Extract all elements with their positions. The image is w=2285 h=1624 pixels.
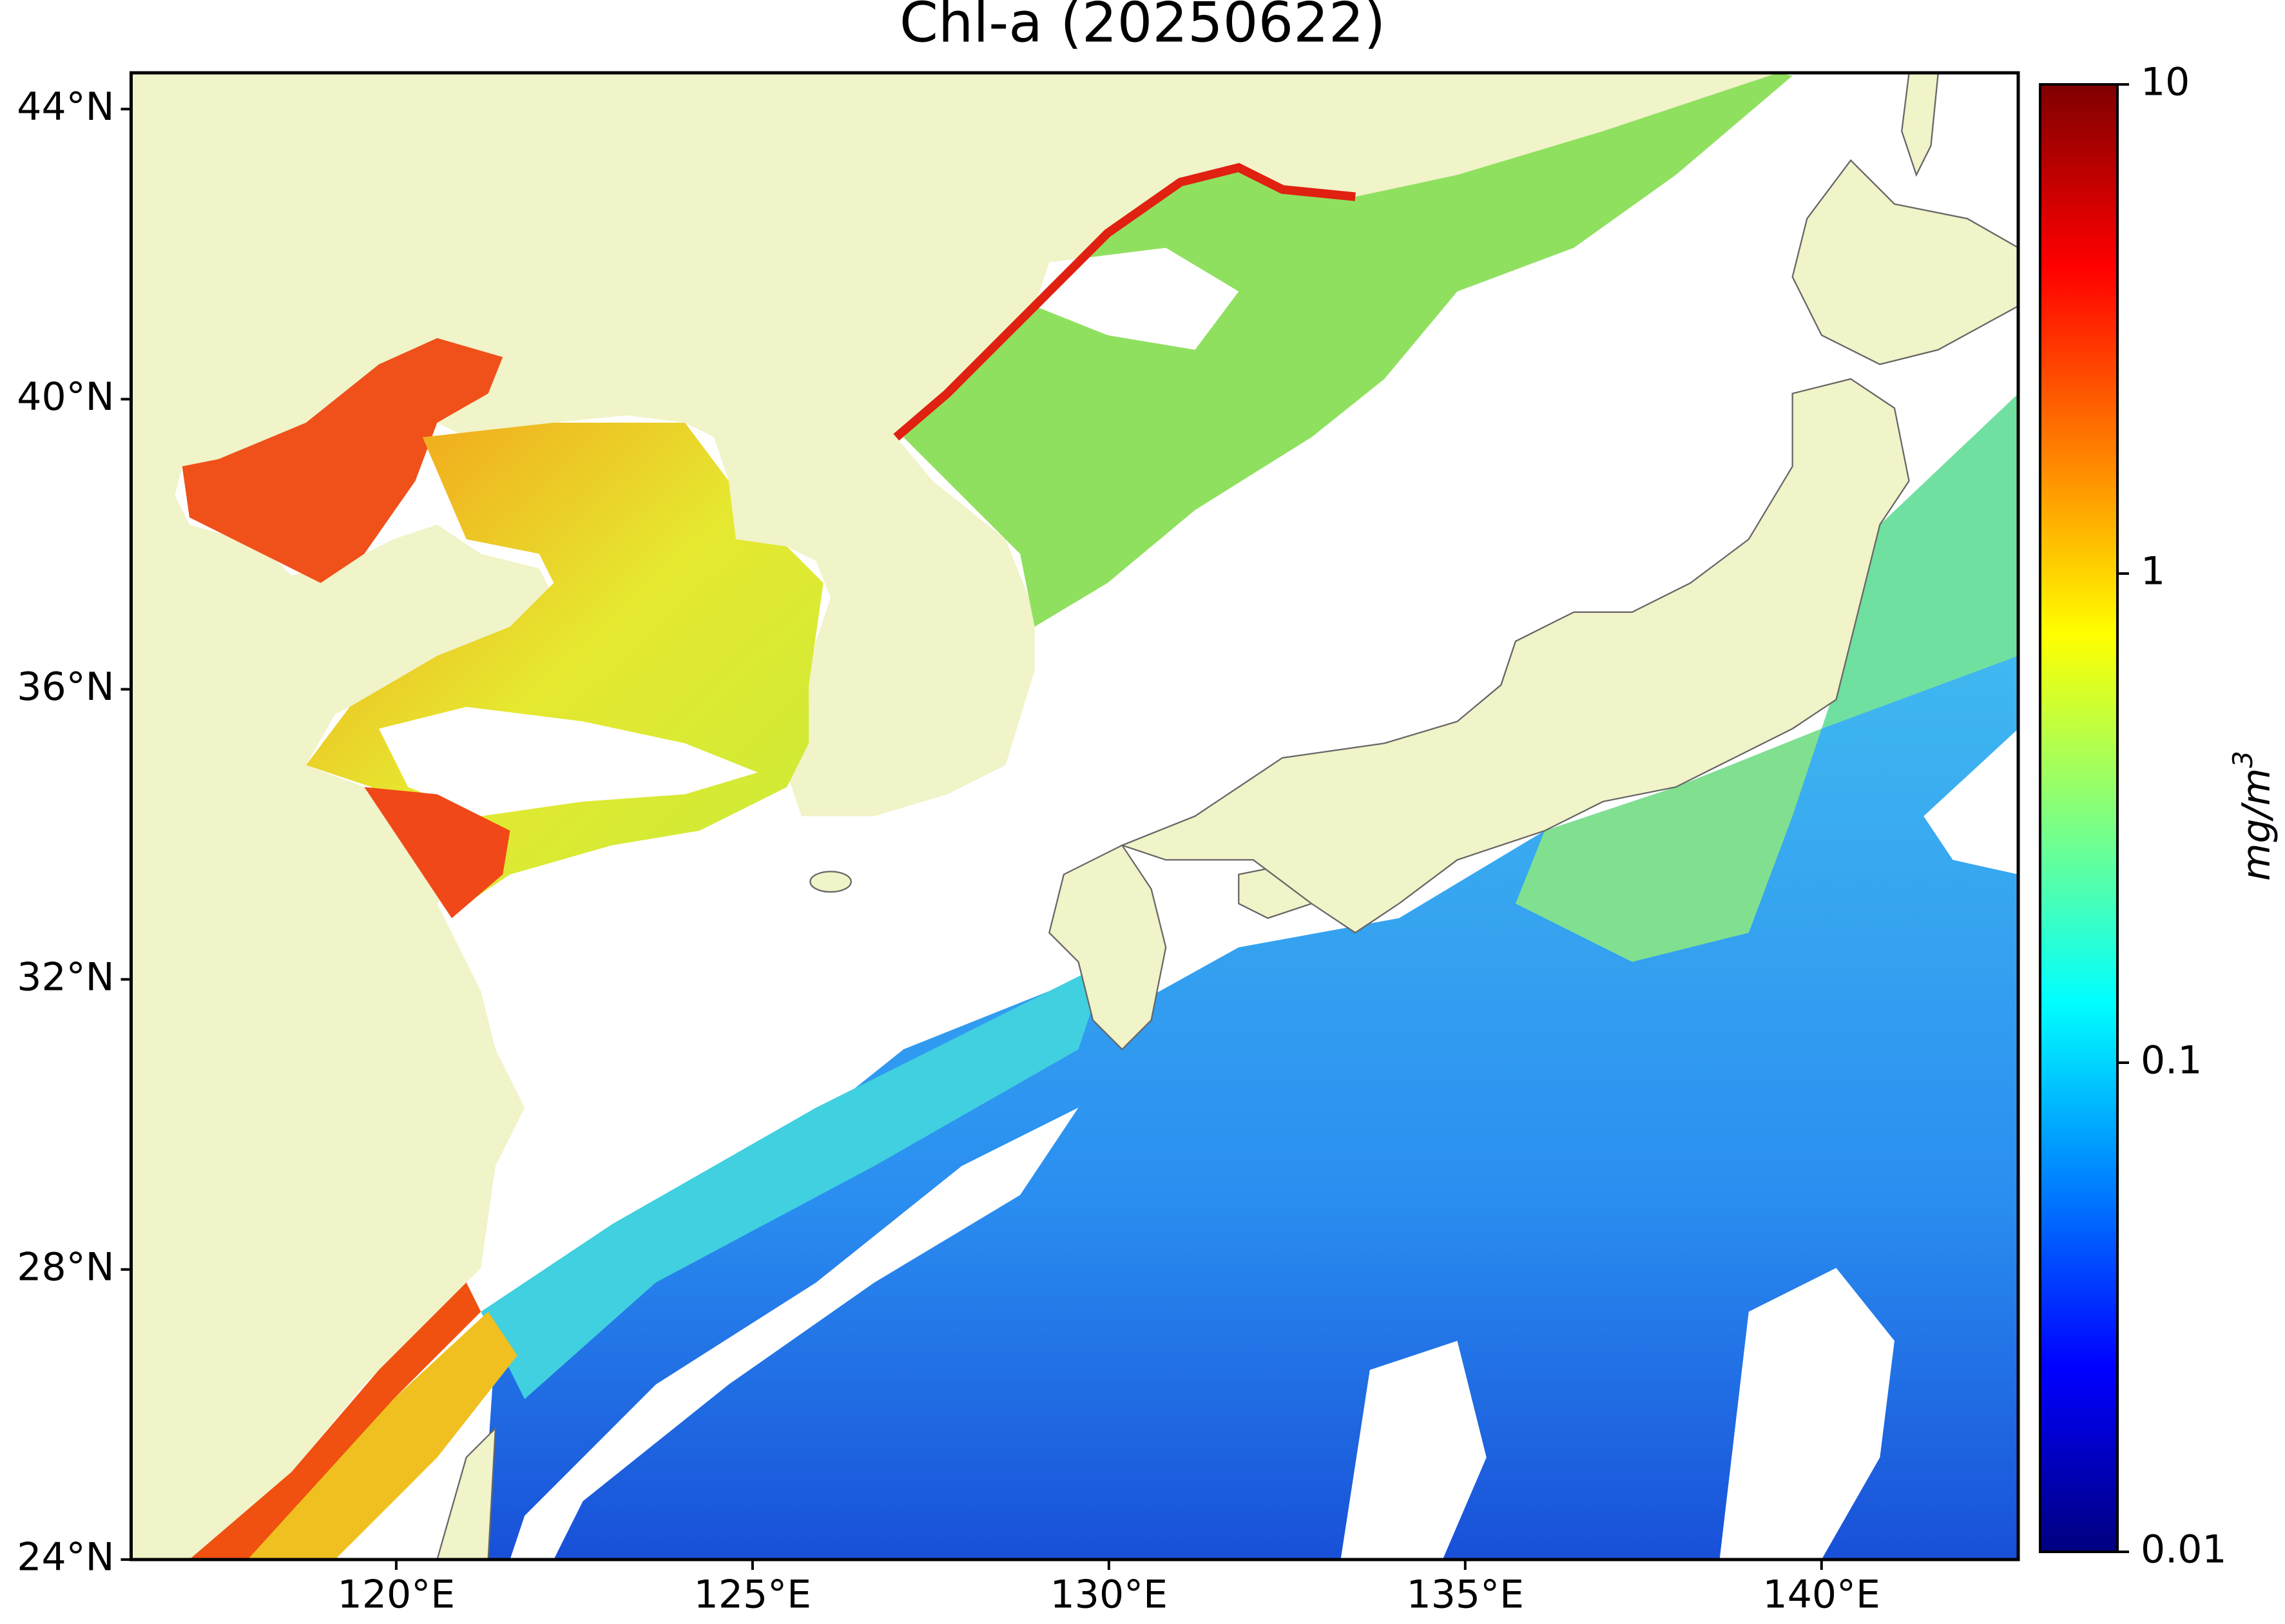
cloud [1034,247,1239,350]
x-tick-label: 140°E [1763,1572,1880,1618]
colorbar-tick-label: 1 [2141,549,2165,594]
y-tick-label: 40°N [17,374,114,420]
map-area [131,73,2019,1560]
jeju [809,871,852,893]
taiwan [436,1426,497,1560]
x-tick-label: 120°E [338,1572,455,1618]
units-base: mg/m [2234,768,2279,881]
sakhalin [1901,73,1939,177]
coastal-chl [893,162,1356,441]
x-tick-label: 135°E [1407,1572,1524,1618]
y-tick-label: 24°N [17,1535,114,1580]
japan-sea-chl [903,73,1793,627]
cloud [510,1107,1079,1560]
title: Chl-a (20250622) [900,0,1385,55]
coastal-chl [364,787,510,918]
kyushu [1048,844,1167,1050]
map-frame [130,71,2020,1561]
y-tick-label: 44°N [17,84,114,130]
y-tick-label: 36°N [17,664,114,710]
colorbar-tick-label: 10 [2141,60,2190,105]
colorbar-tick-label: 0.1 [2141,1038,2202,1083]
colorbar-label: mg/m3 [2227,751,2279,881]
colorbar [2039,83,2119,1553]
pacific-coastal-chl [1821,393,2019,729]
x-tick-label: 125°E [694,1572,811,1618]
ecs-chl [481,962,1108,1400]
y-tick-label: 28°N [17,1244,114,1290]
cloud [1719,1268,1895,1560]
y-tick-label: 32°N [17,954,114,1000]
cloud [1923,728,2019,875]
hokkaido [1791,159,2019,365]
coastal-chl [189,1282,481,1560]
x-tick-label: 130°E [1050,1572,1168,1618]
honshu [1120,378,1910,934]
cloud [1340,1340,1487,1560]
shikoku-sea-chl [1515,728,1822,962]
colorbar-tick-label: 0.01 [2141,1527,2227,1572]
coastal-chl [247,1311,517,1560]
units-exponent: 3 [2227,751,2259,768]
cloud [378,706,758,817]
bohai-chl [182,338,503,583]
